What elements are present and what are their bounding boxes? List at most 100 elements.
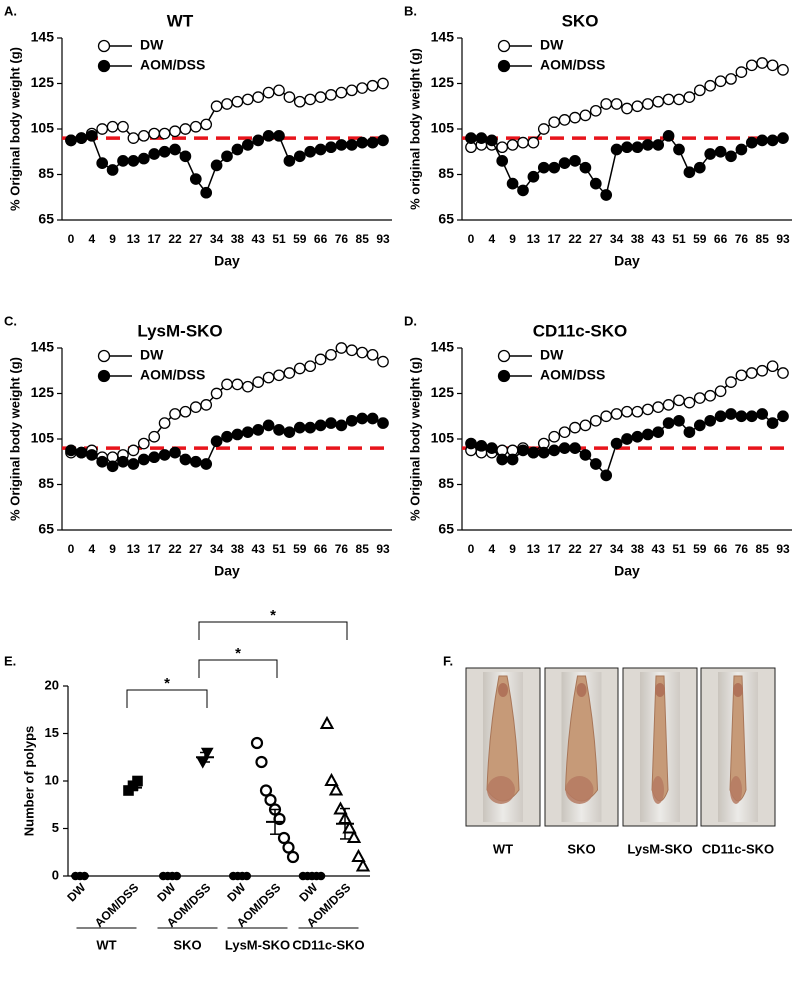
data-point bbox=[735, 369, 748, 382]
data-point bbox=[683, 91, 696, 104]
data-point bbox=[127, 444, 140, 457]
panel-label: D. bbox=[404, 313, 417, 328]
data-point bbox=[683, 426, 696, 439]
y-axis-title: % Original body weight (g) bbox=[7, 357, 22, 521]
x-tick-label: 76 bbox=[335, 232, 349, 246]
x-axis-title: Day bbox=[214, 563, 240, 579]
data-point bbox=[262, 419, 275, 432]
data-point bbox=[366, 348, 379, 361]
y-tick-label: 15 bbox=[45, 725, 59, 740]
data-point bbox=[137, 152, 150, 165]
y-tick-label: 145 bbox=[431, 29, 455, 45]
data-point bbox=[621, 405, 633, 418]
data-point bbox=[231, 95, 244, 108]
group-label: AOM/DSS bbox=[92, 880, 142, 930]
data-point bbox=[345, 344, 358, 357]
data-point bbox=[777, 367, 789, 379]
data-point bbox=[335, 419, 348, 432]
data-point bbox=[304, 145, 317, 158]
data-point bbox=[589, 414, 602, 427]
data-point bbox=[304, 93, 317, 106]
significance-bracket bbox=[126, 689, 208, 708]
data-point bbox=[293, 150, 306, 163]
data-point bbox=[621, 102, 633, 115]
data-point bbox=[527, 446, 540, 459]
data-point bbox=[283, 426, 296, 439]
y-tick-label: 125 bbox=[31, 384, 55, 400]
data-point bbox=[241, 139, 254, 151]
significance-label: * bbox=[270, 607, 276, 624]
x-tick-label: 13 bbox=[527, 232, 541, 246]
y-axis-title: Number of polyps bbox=[21, 726, 36, 837]
x-tick-label: 34 bbox=[210, 232, 224, 246]
data-point bbox=[106, 460, 119, 473]
y-tick-label: 105 bbox=[31, 120, 55, 136]
data-point bbox=[485, 442, 498, 454]
group-label: DW bbox=[224, 880, 249, 905]
data-point bbox=[137, 129, 150, 142]
x-axis-title: Day bbox=[214, 253, 240, 269]
data-point bbox=[75, 446, 88, 459]
data-point bbox=[127, 155, 140, 167]
x-tick-label: 66 bbox=[714, 232, 728, 246]
x-tick-label: 4 bbox=[88, 232, 95, 246]
data-point bbox=[777, 410, 789, 423]
y-axis-title: % Original body weight (g) bbox=[7, 47, 22, 211]
x-tick-label: 13 bbox=[527, 542, 541, 556]
data-point bbox=[127, 458, 140, 470]
data-point bbox=[65, 134, 77, 147]
data-point bbox=[210, 435, 223, 448]
polyp bbox=[576, 683, 587, 697]
data-point bbox=[745, 59, 758, 72]
data-point bbox=[345, 414, 358, 427]
x-tick-label: 4 bbox=[488, 542, 495, 556]
data-point bbox=[231, 143, 244, 156]
y-tick-label: 85 bbox=[38, 165, 54, 181]
chart-title: CD11c-SKO bbox=[533, 321, 627, 340]
x-tick-label: 27 bbox=[589, 232, 603, 246]
data-point bbox=[777, 64, 789, 76]
data-point bbox=[169, 125, 181, 138]
data-point bbox=[148, 451, 161, 464]
data-point bbox=[231, 428, 244, 441]
data-point bbox=[148, 127, 161, 140]
data-point bbox=[241, 426, 254, 439]
legend-marker bbox=[97, 369, 111, 383]
x-tick-label: 51 bbox=[672, 542, 686, 556]
data-point bbox=[293, 95, 306, 108]
data-point bbox=[241, 93, 254, 106]
y-tick-label: 65 bbox=[38, 521, 54, 537]
data-point bbox=[537, 161, 550, 174]
data-point bbox=[704, 148, 717, 160]
x-tick-label: 0 bbox=[468, 542, 475, 556]
data-point bbox=[252, 376, 265, 388]
data-point bbox=[745, 410, 758, 423]
photo-caption: WT bbox=[493, 841, 513, 856]
data-point bbox=[652, 401, 665, 413]
group-label: DW bbox=[296, 880, 321, 905]
data-point bbox=[496, 453, 509, 466]
data-point bbox=[641, 98, 654, 110]
data-point bbox=[345, 139, 358, 151]
data-point bbox=[485, 134, 498, 147]
data-point bbox=[621, 141, 633, 154]
data-point bbox=[366, 412, 379, 425]
data-point bbox=[200, 186, 213, 199]
panel-label: F. bbox=[443, 653, 453, 668]
x-tick-label: 59 bbox=[693, 232, 707, 246]
y-tick-label: 85 bbox=[438, 165, 454, 181]
legend-label: AOM/DSS bbox=[540, 367, 605, 383]
significance-label: * bbox=[164, 675, 170, 692]
data-point bbox=[314, 143, 327, 156]
y-tick-label: 5 bbox=[52, 820, 59, 835]
data-point bbox=[673, 93, 685, 106]
data-point bbox=[766, 417, 779, 429]
data-point bbox=[704, 79, 717, 92]
x-tick-label: 85 bbox=[756, 232, 770, 246]
x-tick-label: 43 bbox=[252, 542, 266, 556]
x-tick-label: 76 bbox=[335, 542, 349, 556]
data-point bbox=[221, 150, 233, 163]
data-point bbox=[735, 143, 748, 156]
data-point bbox=[264, 793, 277, 807]
data-point bbox=[537, 123, 550, 135]
